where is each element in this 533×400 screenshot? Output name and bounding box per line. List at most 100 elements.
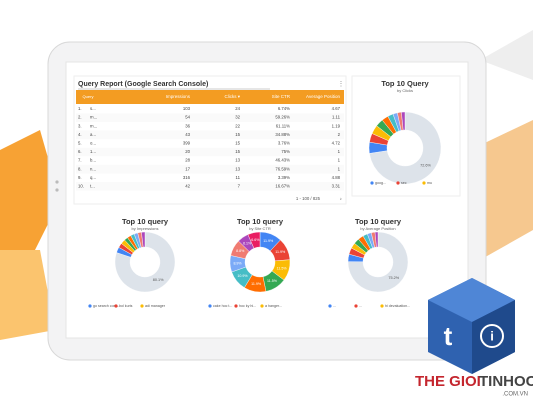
table-cell: 2. — [78, 115, 82, 120]
legend-swatch — [88, 304, 92, 308]
donut-slice — [401, 111, 406, 131]
decor-blob — [0, 250, 55, 340]
table-cell: 2 — [338, 132, 341, 137]
legend-label: hi devaluation... — [385, 304, 410, 308]
donut-subtitle: by Clicks — [397, 88, 413, 93]
donut-slice — [141, 231, 146, 248]
table-cell: 6.74% — [278, 106, 290, 111]
table-cell: 15 — [235, 141, 240, 146]
legend-swatch — [354, 304, 358, 308]
camera — [55, 188, 59, 192]
column-header: Clicks ▾ — [224, 94, 240, 99]
table-cell: 76.59% — [275, 166, 290, 171]
table-cell: m... — [90, 115, 97, 120]
table-cell: 54 — [185, 115, 190, 120]
slice-label: 6.1% — [243, 241, 252, 245]
donut-slice — [347, 231, 409, 293]
donut-subtitle: by Site CTR — [249, 226, 271, 231]
table-cell: 61.11% — [276, 123, 290, 128]
table-cell: 1.19 — [332, 123, 341, 128]
table-cell: b... — [90, 158, 96, 163]
table-cell: 13 — [235, 166, 240, 171]
table-cell: 4. — [78, 132, 82, 137]
donut-slice — [247, 231, 261, 249]
donut-slice — [114, 231, 176, 293]
legend-swatch — [328, 304, 332, 308]
row-bg — [76, 130, 344, 140]
table-cell: 36 — [185, 123, 190, 128]
svg-text:i: i — [490, 328, 494, 343]
row-bg — [76, 113, 344, 122]
slice-label: 11.9% — [275, 250, 286, 254]
legend-label: sec — [401, 181, 407, 185]
table-cell: 15 — [235, 132, 240, 137]
table-cell: 4.72 — [332, 141, 341, 146]
svg-text:t: t — [444, 321, 453, 351]
legend-swatch — [396, 181, 400, 185]
table-cell: 316 — [183, 175, 191, 180]
legend-label: goog... — [375, 181, 386, 185]
legend-swatch — [380, 304, 384, 308]
table-header — [76, 90, 344, 104]
legend-swatch — [234, 304, 238, 308]
slice-label: 11.9% — [263, 239, 274, 243]
donut-title: Top 10 query — [355, 217, 402, 226]
column-header: Site CTR — [272, 94, 291, 99]
legend-swatch — [370, 181, 374, 185]
table-cell: m... — [90, 123, 97, 128]
legend-swatch — [140, 304, 144, 308]
table-cell: t... — [90, 184, 95, 189]
slice-label: 80.1% — [153, 278, 164, 282]
table-cell: 1.11 — [332, 115, 341, 120]
slice-label: 6.6% — [251, 238, 260, 242]
table-cell: 1. — [78, 106, 82, 111]
donut-subtitle: by Average Position — [360, 226, 395, 231]
table-cell: 46.43% — [275, 158, 290, 163]
legend-label: a hanger... — [265, 304, 282, 308]
table-cell: 103 — [183, 106, 191, 111]
report-title: Query Report (Google Search Console) — [78, 81, 208, 88]
legend-label: cake hoc t... — [213, 304, 232, 308]
donut-title: Top 10 query — [122, 217, 169, 226]
table-cell: 3. — [78, 123, 82, 128]
legend-swatch — [260, 304, 264, 308]
legend-label: ... — [359, 304, 362, 308]
next-page[interactable]: › — [340, 196, 342, 202]
table-cell: 7. — [78, 158, 82, 163]
table-cell: 17 — [185, 166, 190, 171]
slice-label: 10.9% — [237, 274, 248, 278]
table-cell: 28 — [185, 158, 190, 163]
table-cell: s... — [90, 106, 96, 111]
slice-label: 8.8% — [236, 249, 245, 253]
table-cell: 24 — [235, 106, 240, 111]
column-header: Impressions — [166, 94, 191, 99]
table-cell: 20 — [185, 149, 190, 154]
legend-label: hol kuris — [119, 304, 133, 308]
table-cell: 1 — [338, 166, 341, 171]
slice-label: 8.9% — [233, 261, 242, 265]
table-cell: 11 — [236, 175, 241, 180]
table-cell: 10. — [78, 184, 84, 189]
table-cell: 3.31 — [332, 184, 341, 189]
table-cell: 8. — [78, 166, 82, 171]
table-cell: 9. — [78, 175, 82, 180]
table-cell: 1 — [338, 149, 341, 154]
table-cell: 34.88% — [275, 132, 290, 137]
table-cell: 5. — [78, 141, 82, 146]
row-bg — [76, 164, 344, 174]
table-cell: 3.39% — [278, 175, 290, 180]
table-cell: 13 — [235, 158, 240, 163]
brand-red: THE GIOI — [415, 373, 481, 390]
table-cell: o... — [90, 141, 96, 146]
table-cell: q... — [90, 175, 96, 180]
table-cell: 3.76% — [278, 141, 290, 146]
menu-icon[interactable]: ⋮ — [338, 82, 344, 88]
table-cell: 75% — [281, 149, 290, 154]
legend-swatch — [422, 181, 426, 185]
donut-title: Top 10 Query — [381, 79, 429, 88]
table-cell: 43 — [185, 132, 190, 137]
donut-slice — [374, 231, 379, 248]
pagination: 1 - 100 / 825 — [296, 196, 321, 201]
slice-label: 11.5% — [267, 279, 278, 283]
